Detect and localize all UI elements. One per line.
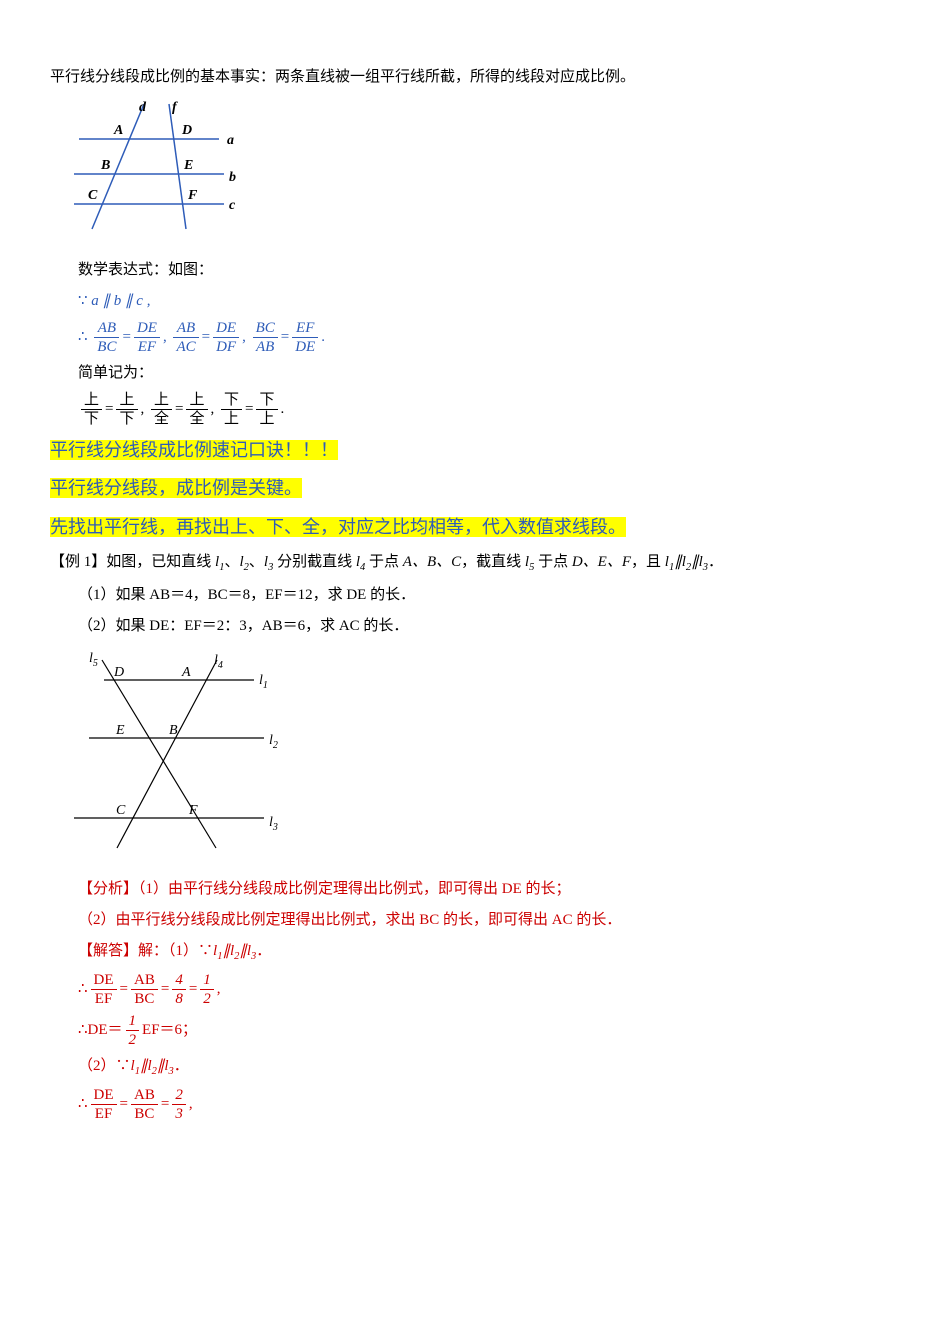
svg-text:E: E	[183, 158, 193, 173]
therefore-symbol: ∴	[78, 329, 88, 345]
svg-text:B: B	[169, 723, 178, 738]
svg-text:E: E	[115, 723, 125, 738]
answer-line1: 【解答】解：（1）∵l1∥l2∥l3．	[78, 938, 900, 967]
solution2-ratio: ∴DEEF=ABBC=23,	[78, 1086, 900, 1123]
intro-text: 平行线分线段成比例的基本事实：两条直线被一组平行线所截，所得的线段对应成比例。	[50, 64, 900, 91]
svg-text:l4: l4	[214, 653, 223, 671]
mnemonic-title: 平行线分线段成比例速记口诀！！！	[50, 440, 338, 460]
svg-text:l5: l5	[89, 651, 98, 669]
svg-text:c: c	[229, 198, 236, 213]
svg-text:B: B	[100, 158, 110, 173]
question-2: （2）如果 DE：EF＝2：3，AB＝6，求 AC 的长．	[78, 613, 900, 640]
question-1: （1）如果 AB＝4，BC＝8，EF＝12，求 DE 的长．	[78, 582, 900, 609]
condition-line: ∵ a ∥ b ∥ c ,	[78, 288, 900, 315]
expression-heading: 数学表达式：如图：	[78, 257, 900, 284]
solution2-cond: （2）∵l1∥l2∥l3．	[78, 1053, 900, 1082]
svg-text:d: d	[139, 100, 147, 115]
svg-text:D: D	[113, 665, 124, 680]
solution1-ratio: ∴DEEF=ABBC=48=12,	[78, 971, 900, 1008]
figure-parallel-three: d f A D a B E b C F c	[64, 99, 900, 249]
svg-text:b: b	[229, 170, 236, 185]
simple-heading: 简单记为：	[78, 360, 900, 387]
simple-ratios: 上下=上下, 上全=上全, 下上=下上.	[78, 391, 900, 428]
svg-text:A: A	[181, 665, 191, 680]
svg-text:l2: l2	[269, 733, 278, 751]
answer-label: 【解答】	[78, 943, 138, 959]
analysis-line1: 【分析】（1）由平行线分线段成比例定理得出比例式，即可得出 DE 的长；	[78, 876, 900, 903]
analysis-label: 【分析】	[78, 881, 138, 897]
solution1-result: ∴DE＝12EF＝6；	[78, 1012, 900, 1049]
main-ratios: ∴ ABBC=DEEF, ABAC=DEDF, BCAB=EFDE.	[78, 319, 900, 356]
because-symbol: ∵	[78, 293, 88, 309]
svg-text:f: f	[172, 100, 178, 115]
svg-text:l1: l1	[259, 673, 268, 691]
example-problem: 【例 1】如图，已知直线 l1、l2、l3 分别截直线 l4 于点 A、B、C，…	[50, 549, 900, 578]
example-label: 【例 1】	[50, 554, 106, 570]
svg-text:l3: l3	[269, 815, 278, 833]
condition-text: a ∥ b ∥ c ,	[91, 293, 150, 309]
svg-text:C: C	[116, 803, 126, 818]
svg-text:F: F	[188, 803, 198, 818]
svg-text:D: D	[181, 123, 192, 138]
svg-text:F: F	[187, 188, 198, 203]
figure-example: l5 l4 D A l1 E B l2 C F l3	[64, 648, 900, 868]
svg-text:A: A	[113, 123, 123, 138]
svg-text:C: C	[88, 188, 98, 203]
analysis-line2: （2）由平行线分线段成比例定理得出比例式，求出 BC 的长，即可得出 AC 的长…	[78, 907, 900, 934]
svg-text:a: a	[227, 133, 234, 148]
mnemonic-line3: 先找出平行线，再找出上、下、全，对应之比均相等，代入数值求线段。	[50, 517, 626, 537]
mnemonic-line2: 平行线分线段，成比例是关键。	[50, 478, 302, 498]
